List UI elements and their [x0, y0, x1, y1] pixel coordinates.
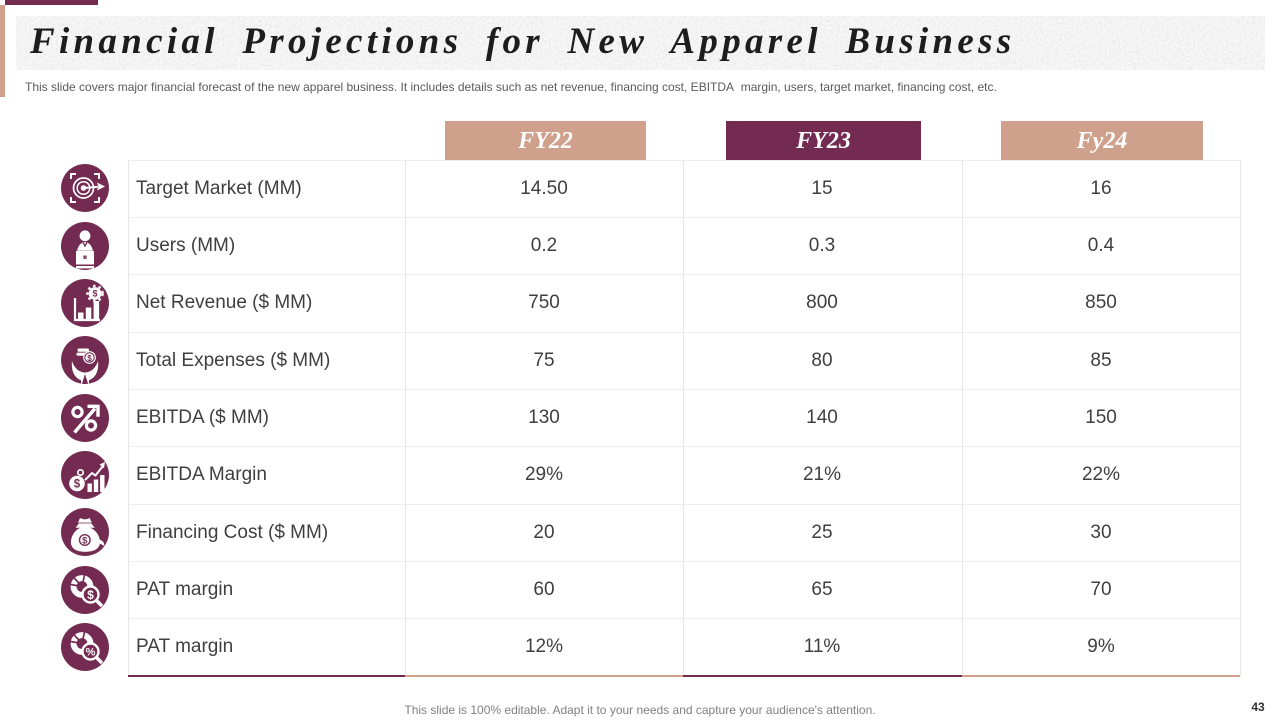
svg-text:$: $	[74, 479, 81, 491]
svg-text:$: $	[87, 354, 92, 363]
svg-text:$: $	[87, 588, 94, 602]
svg-text:$: $	[92, 289, 97, 299]
svg-text:$: $	[82, 536, 88, 547]
svg-text:%: %	[86, 647, 96, 659]
